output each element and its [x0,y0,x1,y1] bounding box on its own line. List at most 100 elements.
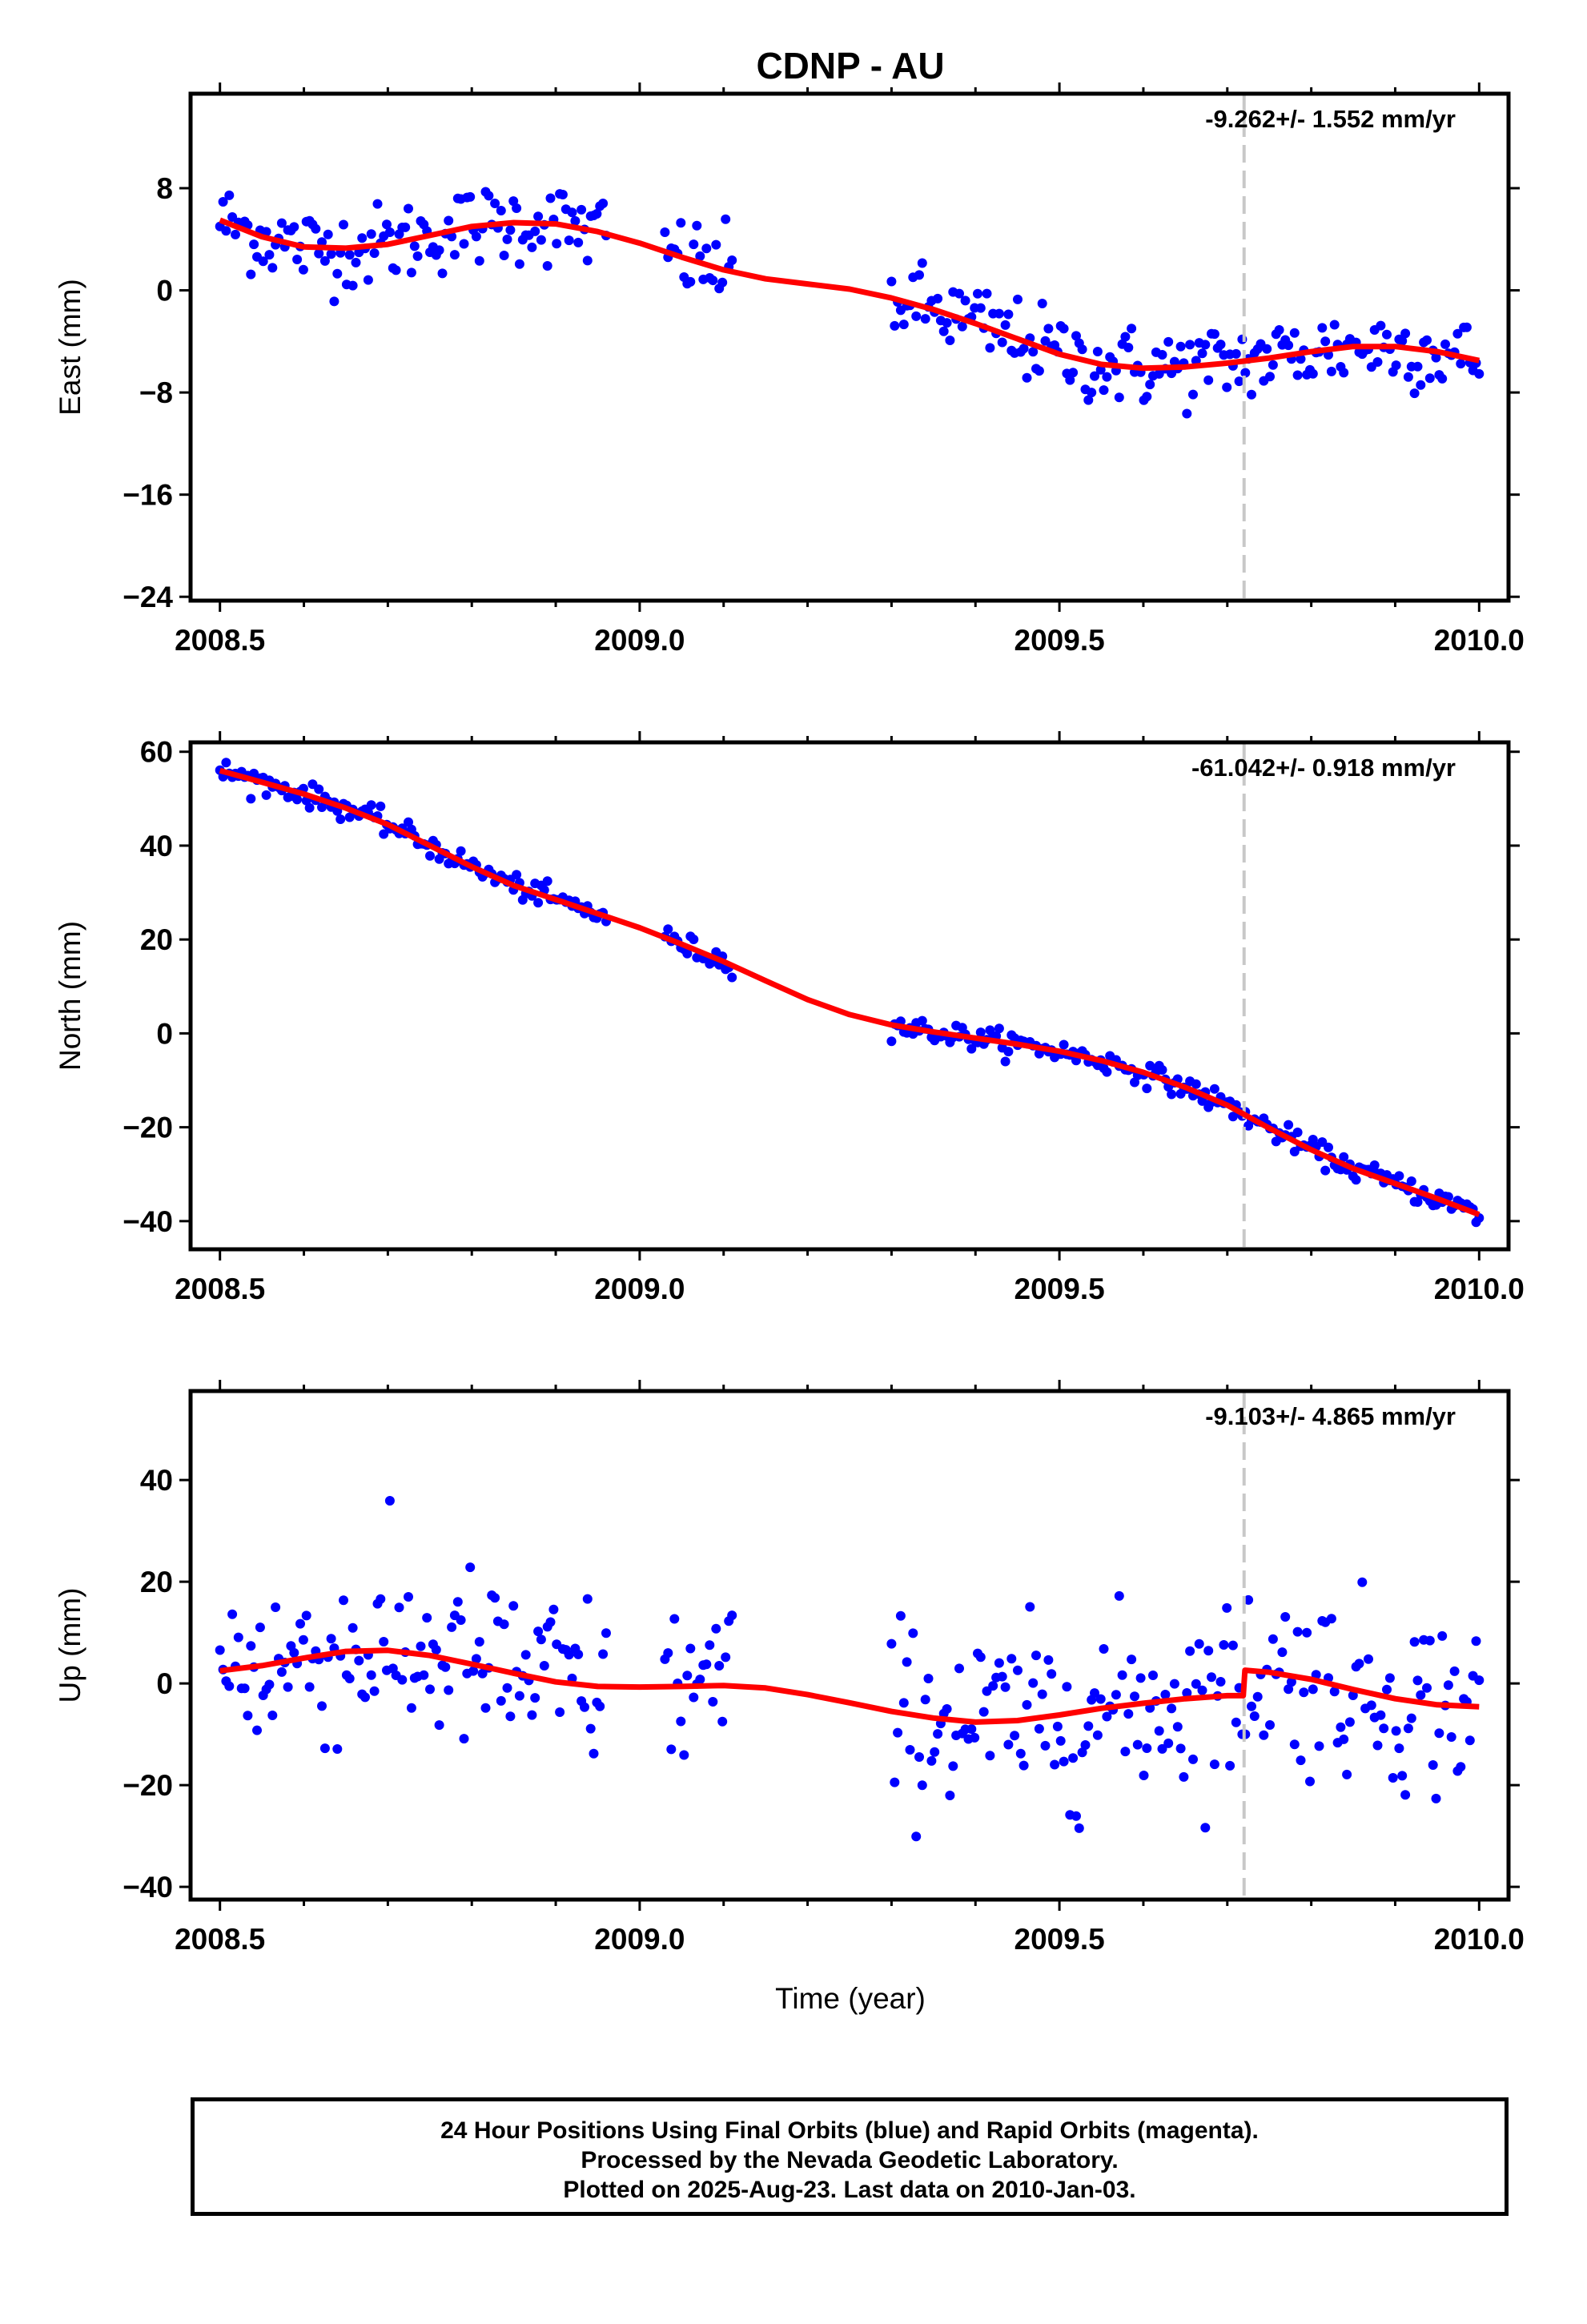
up-data-point [580,1702,589,1712]
east-data-point [1068,368,1079,378]
up-data-point [1296,1755,1306,1766]
up-data-point [1409,1637,1420,1647]
up-data-point [215,1645,225,1655]
up-data-point [1342,1769,1352,1779]
up-data-point [985,1751,995,1761]
east-data-point [465,191,476,202]
up-data-point [224,1681,235,1691]
up-data-point [1050,1759,1060,1770]
north-data-point [1000,1056,1010,1067]
east-data-point [567,207,577,218]
east-data-point [437,268,448,279]
up-data-point [1095,1694,1106,1704]
north-data-point [1142,1084,1152,1094]
east-data-point [920,314,930,324]
east-data-point [323,229,333,239]
north-data-point [261,790,271,800]
north-data-point [1167,1089,1177,1100]
up-data-point [1003,1739,1014,1750]
up-data-point [539,1661,549,1671]
up-data-point [369,1686,380,1696]
east-data-point [1142,392,1152,402]
up-data-point [465,1562,476,1573]
up-data-point [1175,1743,1186,1754]
east-data-point [701,243,712,254]
up-data-point [1197,1685,1207,1695]
east-data-point [1456,359,1466,369]
footer-line-2: Processed by the Nevada Geodetic Laborat… [581,2147,1119,2173]
up-data-point [468,1666,479,1676]
up-data-point [708,1697,718,1707]
up-data-point [376,1594,386,1604]
east-data-point [689,239,699,250]
up-panel: 2008.5 2009.0 2009.5 2010.0 40 20 0 −20 −40 Up (m… [54,1380,1525,1956]
up-data-point [685,1643,696,1654]
east-panel: 2008.5 2009.0 2009.5 2010.0 8 0 −8 −16 −24 East (… [54,82,1525,657]
x-axis-label: Time (year) [775,1982,926,2015]
north-data-point [1394,1171,1404,1181]
north-data-point [221,758,231,768]
up-data-point [474,1637,484,1647]
up-data-point [1043,1655,1054,1665]
east-data-point [490,199,500,208]
north-panel: 2008.5 2009.0 2009.5 2010.0 60 40 20 0 −20 −40 Nor… [54,731,1525,1305]
up-data-point [1314,1741,1324,1751]
up-data-point [283,1682,293,1692]
east-data-point [1090,371,1099,381]
north-data-point [533,898,544,908]
up-y-tick-label: 40 [140,1464,173,1497]
up-data-point [966,1724,977,1735]
east-data-point [1308,368,1318,379]
up-data-point [914,1752,924,1762]
east-data-point [409,241,420,251]
up-data-point [1339,1734,1349,1744]
up-data-point [1292,1626,1303,1637]
east-data-point [1175,341,1186,352]
north-data-point [886,1036,897,1047]
up-data-point [1052,1721,1063,1731]
east-data-point [898,320,909,330]
north-frame [188,740,1511,1252]
east-data-point [1409,388,1420,399]
east-y-tick-label: −8 [139,376,173,409]
up-model-line [219,1647,1480,1725]
up-y-tick-label: 0 [156,1667,173,1700]
east-data-point [1222,382,1232,392]
east-data-point [727,255,737,265]
up-data-point [1071,1811,1081,1821]
up-data-point [997,1671,1007,1682]
east-data-point [933,293,943,304]
up-data-point [319,1743,330,1754]
east-data-point [218,197,228,207]
up-data-point [701,1659,712,1670]
up-data-point [431,1645,441,1655]
up-y-tick-label: −40 [123,1871,173,1904]
east-data-point [366,229,376,239]
north-data-point [317,802,327,812]
east-data-point [231,229,240,239]
east-data-point [505,225,516,235]
north-data-point [512,870,522,880]
north-data-point [542,876,552,887]
up-data-point [1443,1680,1453,1691]
up-data-point [354,1655,364,1666]
footer-line-1: 24 Hour Positions Using Final Orbits (bl… [440,2117,1259,2144]
east-data-point [1003,309,1014,320]
up-data-point [970,1732,980,1743]
up-data-point [298,1634,308,1645]
east-data-point [692,220,702,231]
north-y-tick-label: 20 [140,923,173,956]
east-data-point [536,235,546,245]
east-data-point [496,206,506,215]
east-data-point [406,267,416,278]
up-y-tick-label: −20 [123,1769,173,1802]
up-data-point [666,1744,677,1755]
up-data-point [1394,1743,1404,1754]
up-data-point [490,1593,500,1603]
up-data-point [689,1692,699,1703]
up-data-point [890,1777,900,1787]
east-data-point [348,280,358,291]
up-data-point [601,1628,611,1638]
east-data-point [982,288,992,299]
up-data-point [332,1744,343,1754]
